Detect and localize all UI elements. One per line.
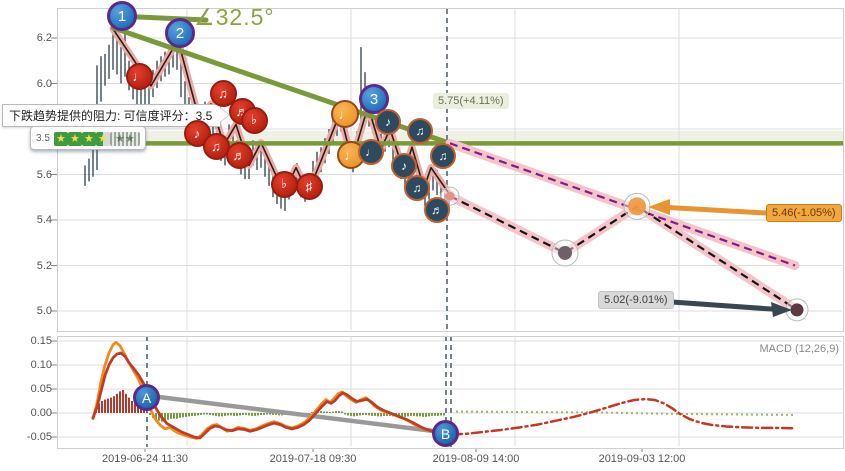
signal-note-icon[interactable]: ♬ <box>424 197 450 223</box>
signal-note-icon[interactable]: ♯ <box>295 172 323 200</box>
star-full-icon: ★ <box>67 132 82 146</box>
signal-note-icon[interactable]: ♫ <box>430 143 456 169</box>
projection-mid-price-label: 5.46(-1.05%) <box>766 204 842 222</box>
signal-note-icon[interactable]: ♩ <box>125 62 153 90</box>
signal-note-icon[interactable]: ♭ <box>270 170 298 198</box>
trend-angle-label: ∠32.5° <box>194 4 275 30</box>
macd-point-marker-B[interactable]: B <box>432 420 459 447</box>
price-tick-label: 5.0 <box>36 305 52 317</box>
trend-point-marker-1[interactable]: 1 <box>107 1 137 31</box>
rating-value: 3.5 <box>36 132 50 144</box>
tooltip-text: 下跌趋势提供的阻力: 可信度评分：3.5 <box>9 109 213 123</box>
price-tick-label: 5.2 <box>36 259 52 272</box>
price-tick-label: 5.4 <box>36 214 52 226</box>
signal-note-icon[interactable]: ♫ <box>404 175 430 201</box>
price-tick-label: 5.6 <box>36 168 52 181</box>
macd-tick-label: 0.15 <box>30 335 52 347</box>
signal-note-icon[interactable]: ♫ <box>407 118 433 144</box>
macd-point-marker-A[interactable]: A <box>133 384 160 411</box>
time-tick-label: 2019-07-18 09:30 <box>269 453 357 465</box>
resistance-price-label: 5.75(+4.11%) <box>433 93 509 109</box>
star-full-icon: ★ <box>53 132 68 146</box>
signal-note-icon[interactable]: ♩ <box>331 100 359 128</box>
trend-point-marker-3[interactable]: 3 <box>359 84 389 114</box>
time-tick-label: 2019-08-09 14:00 <box>432 453 520 465</box>
macd-tick-label: -0.05 <box>26 431 52 443</box>
confidence-rating: 3.5 ★ ★ ★ ★ ★★ <box>30 126 146 150</box>
signal-note-icon[interactable]: ♭ <box>240 106 268 134</box>
star-half-icon: ★ <box>95 132 110 146</box>
macd-legend: MACD (12,26,9) <box>759 343 839 355</box>
star-rating-icons: ★ ★ ★ ★ ★★ <box>53 129 140 147</box>
signal-note-icon[interactable]: ♪ <box>375 109 401 135</box>
projection-low-price-label: 5.02(-9.01%) <box>598 291 674 309</box>
signal-note-icon[interactable]: ♬ <box>225 141 253 169</box>
tooltip-pointer-icon <box>220 108 230 122</box>
price-tick-label: 6.0 <box>36 77 52 90</box>
time-tick-label: 2019-09-03 12:00 <box>598 453 686 465</box>
macd-tick-label: 0.05 <box>30 383 52 395</box>
time-tick-label: 2019-06-24 11:30 <box>101 453 189 465</box>
star-full-icon: ★ <box>81 132 96 146</box>
macd-tick-label: 0.10 <box>30 359 52 371</box>
star-faded-icon: ★★ <box>109 132 140 146</box>
price-tick-label: 6.2 <box>36 32 52 44</box>
signal-note-icon[interactable]: ♫ <box>202 132 230 160</box>
signal-note-icon[interactable]: ♩ <box>358 139 384 165</box>
signal-note-icon[interactable]: ♪ <box>391 153 417 179</box>
macd-tick-label: 0.00 <box>30 407 52 419</box>
trend-resistance-tooltip: 下跌趋势提供的阻力: 可信度评分：3.5 <box>2 104 230 127</box>
trend-point-marker-2[interactable]: 2 <box>165 18 195 48</box>
